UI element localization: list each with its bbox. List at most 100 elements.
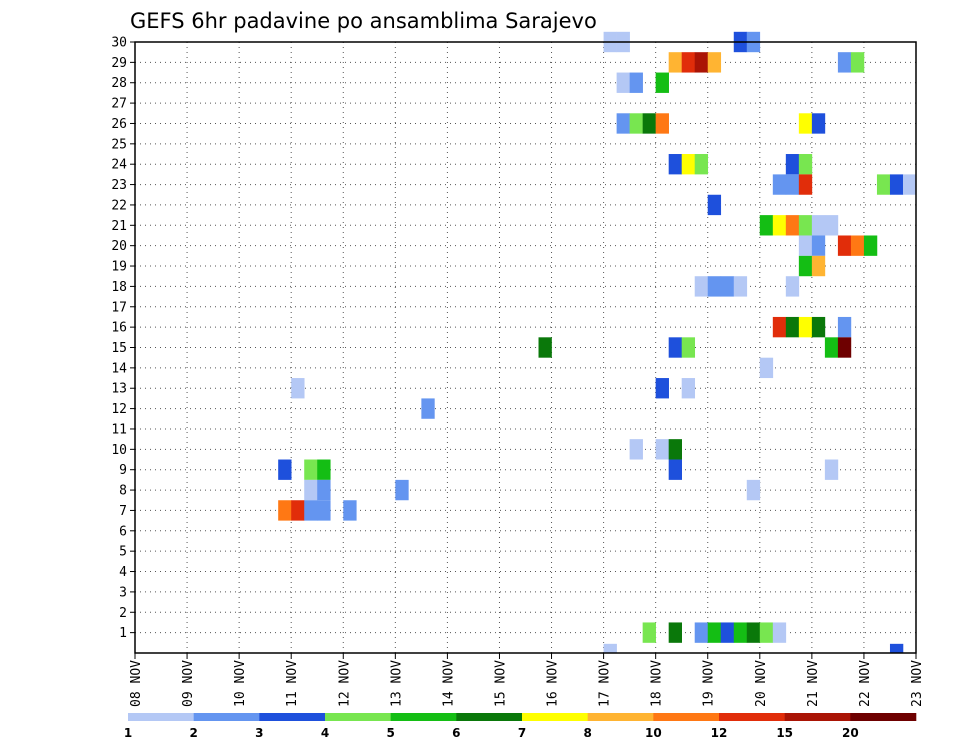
- heatmap-cell: [746, 622, 761, 643]
- heatmap-cell: [421, 398, 435, 419]
- y-tick-label: 6: [119, 524, 127, 539]
- heatmap-cell: [304, 459, 318, 480]
- colorbar-tick-label: 4: [321, 726, 329, 740]
- y-tick-label: 27: [111, 97, 127, 112]
- heatmap-cell: [668, 337, 682, 358]
- x-tick-label: 16 NOV: [546, 660, 561, 707]
- colorbar-swatch: [390, 713, 457, 721]
- x-axis-ticks: 08 NOV 09 NOV 10 NOV 11 NOV 12 NOV 13 NOV 14 N…: [129, 653, 925, 707]
- colorbar-swatch: [325, 713, 391, 721]
- x-tick-label: 22 NOV: [858, 660, 873, 707]
- heatmap-cell: [798, 235, 813, 256]
- heatmap-cell: [785, 154, 800, 175]
- heatmap-cell: [681, 378, 696, 399]
- y-tick-label: 26: [111, 117, 127, 132]
- heatmap-cell: [616, 72, 630, 93]
- y-tick-label: 4: [119, 565, 127, 580]
- heatmap-cell: [395, 479, 409, 501]
- y-tick-label: 28: [111, 76, 127, 91]
- heatmap-cell: [850, 235, 865, 256]
- heatmap-cell: [798, 215, 813, 236]
- heatmap-cell: [811, 316, 826, 338]
- heatmap-cell: [278, 459, 292, 480]
- colorbar-swatch: [522, 713, 588, 721]
- heatmap-cell: [668, 622, 682, 643]
- colorbar-tick-label: 1: [124, 726, 132, 740]
- heatmap-cell: [317, 479, 331, 501]
- x-tick-label: 21 NOV: [806, 660, 821, 707]
- heatmap-cell: [291, 500, 305, 521]
- y-tick-label: 17: [111, 300, 127, 315]
- heatmap-cell: [668, 154, 682, 175]
- y-tick-label: 21: [111, 219, 127, 234]
- heatmap-cell: [642, 622, 656, 643]
- heatmap-cell: [681, 337, 696, 358]
- x-tick-label: 11 NOV: [285, 660, 300, 707]
- heatmap-cell: [343, 500, 357, 521]
- heatmap-cell: [733, 622, 748, 643]
- colorbar-swatch: [259, 713, 326, 721]
- x-tick-label: 23 NOV: [910, 660, 925, 707]
- colorbar-tick-label: 12: [711, 726, 728, 740]
- x-tick-label: 19 NOV: [702, 660, 717, 707]
- colorbar-swatch: [456, 713, 523, 721]
- heatmap-cell: [694, 52, 709, 73]
- heatmap-cell: [902, 174, 917, 195]
- heatmap-cell: [798, 174, 813, 195]
- colorbar-swatch: [850, 713, 917, 721]
- heatmap-cell: [785, 276, 800, 297]
- heatmap-cell: [655, 378, 669, 399]
- y-tick-label: 23: [111, 178, 127, 193]
- y-tick-label: 25: [111, 137, 127, 152]
- x-tick-label: 17 NOV: [598, 660, 613, 707]
- heatmap-cell: [629, 113, 643, 134]
- heatmap-cell: [785, 174, 800, 195]
- heatmap-cell: [772, 174, 787, 195]
- heatmap-cell: [668, 439, 682, 460]
- colorbar-tick-label: 10: [645, 726, 662, 740]
- colorbar-swatch: [653, 713, 720, 721]
- colorbar-legend: 1 2 3 4 5 6 7 8 10 12 15 20: [124, 713, 917, 740]
- y-tick-label: 20: [111, 239, 127, 254]
- y-tick-label: 29: [111, 56, 127, 71]
- heatmap-cell: [837, 235, 852, 256]
- colorbar-swatch: [719, 713, 785, 721]
- heatmap-cell: [889, 643, 904, 653]
- heatmap-cell: [694, 154, 709, 175]
- heatmap-cell: [798, 255, 813, 277]
- y-tick-label: 22: [111, 198, 127, 213]
- heatmap-cell: [811, 215, 826, 236]
- colorbar-tick-label: 15: [776, 726, 793, 740]
- x-tick-label: 12 NOV: [337, 660, 352, 707]
- x-tick-label: 09 NOV: [181, 660, 196, 707]
- heatmap-cell: [291, 378, 305, 399]
- heatmap-cell: [798, 316, 813, 338]
- heatmap-cell: [629, 72, 643, 93]
- heatmap-cell: [772, 622, 787, 643]
- y-tick-label: 7: [119, 504, 127, 519]
- y-tick-label: 10: [111, 443, 127, 458]
- colorbar-tick-label: 3: [255, 726, 263, 740]
- x-tick-label: 08 NOV: [129, 660, 144, 707]
- colorbar-swatch: [784, 713, 851, 721]
- y-tick-label: 5: [119, 545, 127, 560]
- heatmap-cell: [759, 622, 774, 643]
- heatmap-cell: [798, 154, 813, 175]
- heatmap-cell: [785, 316, 800, 338]
- y-tick-label: 16: [111, 321, 127, 336]
- heatmap-cell: [837, 316, 852, 338]
- colorbar-swatch: [193, 713, 260, 721]
- heatmap-cell: [278, 500, 292, 521]
- heatmap-cell: [772, 316, 787, 338]
- heatmap-cell: [707, 622, 722, 643]
- heatmap-cell: [746, 479, 761, 501]
- heatmap-cell: [772, 215, 787, 236]
- chart-title: GEFS 6hr padavine po ansamblima Sarajevo: [130, 9, 597, 33]
- y-tick-label: 3: [119, 585, 127, 600]
- x-tick-label: 18 NOV: [650, 660, 665, 707]
- colorbar-tick-label: 6: [452, 726, 460, 740]
- heatmap-cell: [811, 255, 826, 277]
- heatmap-cell: [616, 113, 630, 134]
- heatmap-cell: [694, 276, 709, 297]
- heatmap-cell: [889, 174, 904, 195]
